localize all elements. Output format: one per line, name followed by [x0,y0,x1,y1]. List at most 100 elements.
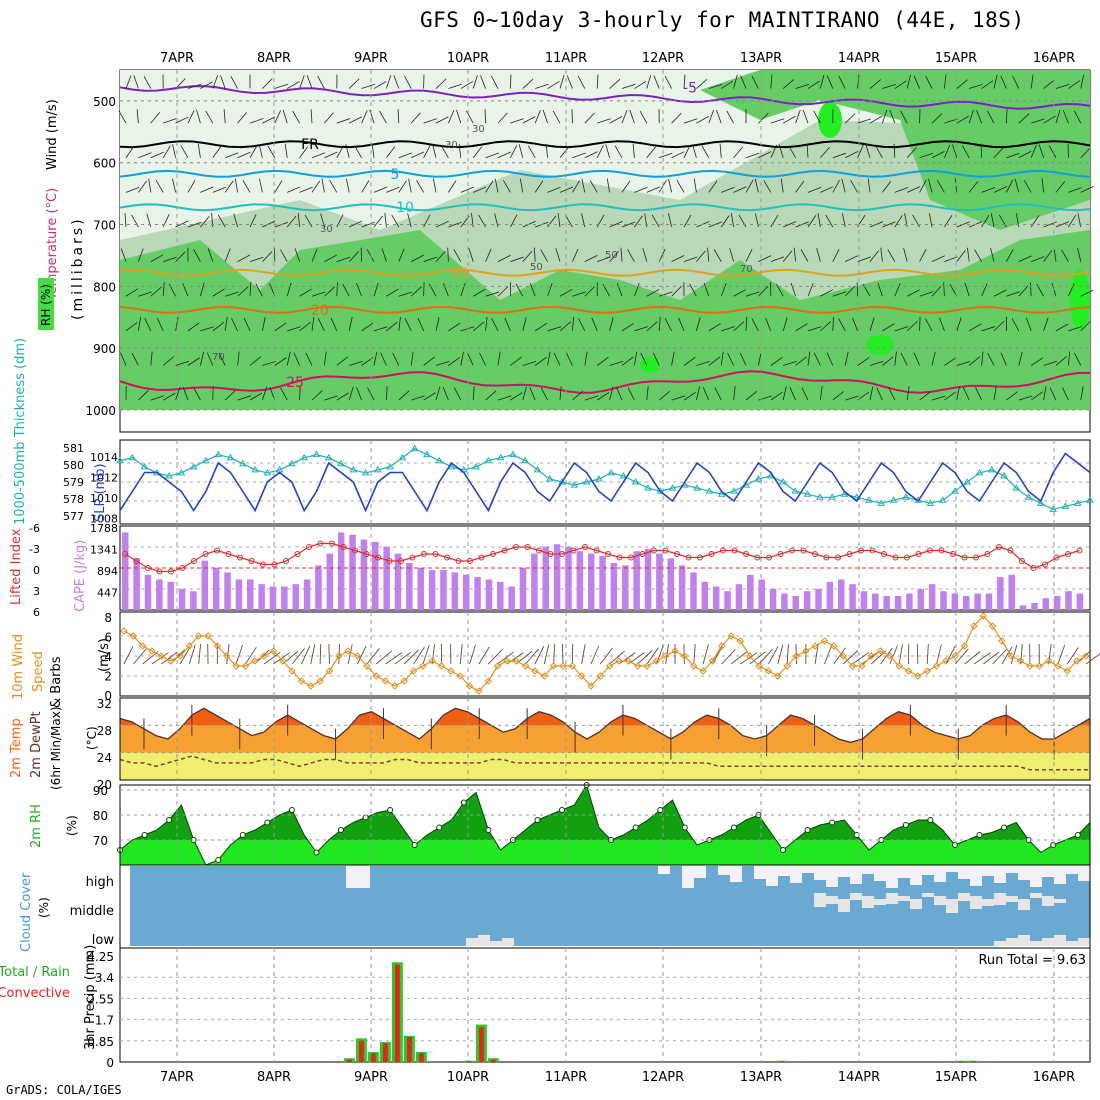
precip-convective-bar [359,1040,364,1062]
wind-barb [1041,178,1044,193]
wind-barb [751,75,759,89]
li-point [731,547,738,554]
slp-tick-label: 1014 [90,451,118,464]
wind-barb [783,360,797,366]
cape-bar [258,584,265,610]
wind-barb [200,282,205,297]
wind-barb [671,351,675,366]
wind-barb [572,152,586,159]
wind-barb [893,143,896,158]
wind-speed-point [475,687,483,695]
wind-speed-point [456,672,464,680]
thickness-point [594,475,603,482]
li-line [124,542,1080,573]
surface-wind-barb [179,646,191,665]
temp-band-low [120,752,1090,780]
wind-barb [795,221,809,228]
wind-barb [417,317,424,332]
cape-bar [269,586,277,610]
wind-barb [609,116,623,124]
precip-tick-label: 4.25 [87,950,114,964]
wind-speed-point [288,667,296,675]
wind-barb [472,321,485,332]
wind-barb [653,75,660,89]
cape-bar [417,567,424,610]
wind-barb [361,322,374,332]
li-point [938,547,945,554]
wind-barb [676,180,685,193]
wind-speed-point [839,652,847,660]
wind-barb [150,112,160,124]
wind-barb [832,152,847,159]
rh-tick-label: 70 [93,834,108,848]
wind-barb [1080,386,1084,401]
wind-barb [410,112,421,124]
wind-barb [683,214,692,228]
wind-barb [857,144,864,158]
wind-barb [790,282,796,297]
li-point [271,561,278,568]
wind-barb [832,179,840,193]
rh-point [264,819,271,826]
wind-barb [956,386,960,401]
rh-point [1050,842,1057,848]
wind-barb [373,326,388,332]
rh-contour-label: 30 [445,140,458,151]
wind-barb [286,351,291,366]
wind-barb [299,75,305,89]
wind-barb [692,144,697,158]
wind-barb [820,321,831,332]
wind-barb [606,178,610,193]
wind-barb [456,109,462,124]
date-label-bottom: 8APR [257,1070,291,1085]
wind-barb [1029,282,1032,297]
cape-bar [1031,602,1038,610]
wind-barb [714,387,722,401]
li-point [961,554,968,561]
wind-barb [540,387,548,401]
wind-barb [547,80,560,89]
li-point [639,551,646,557]
wind-barb [865,144,871,158]
li-point [1053,554,1060,561]
wind-barb [262,251,273,262]
date-label-bottom: 10APR [447,1070,489,1085]
li-point [352,547,358,554]
wind-barb [646,289,660,297]
thickness-point [251,465,259,473]
wind-barb [646,146,656,159]
date-label-bottom: 14APR [838,1070,880,1085]
wind-barb [125,75,132,89]
surface-wind-barb [1066,647,1079,665]
wind-barb [758,285,769,297]
thickness-point [644,484,652,491]
thickness-tick-label: 580 [63,459,84,472]
wind-barb [262,360,276,366]
wind-barb [522,78,534,89]
thickness-point [877,499,886,506]
li-axis-group: Lifted Index [9,528,24,605]
wind-barb [616,282,623,297]
cloud-clear-high [994,866,1006,883]
wind-barb [944,144,951,158]
wind-barb [349,360,363,366]
li-point [168,568,174,575]
cloud-clear-low [1006,938,1018,946]
wind-barb [838,75,846,89]
thickness-point [582,478,591,485]
wind-barb [187,83,202,89]
wind-barb [906,320,918,332]
wind-barb [807,351,811,366]
wind-barb [1031,118,1045,124]
wind-barb [956,115,970,124]
wind-barb [156,318,164,332]
wind-barb [223,109,226,124]
wind-barb [913,352,920,366]
wind-barb [175,220,189,228]
temp-axis-group4: (°C) [85,726,99,750]
cape-bar [451,572,459,610]
wind-barb [361,221,375,228]
wind-speed-point [904,667,913,675]
wind-barb [813,110,821,124]
isotherm-line [119,203,1091,212]
